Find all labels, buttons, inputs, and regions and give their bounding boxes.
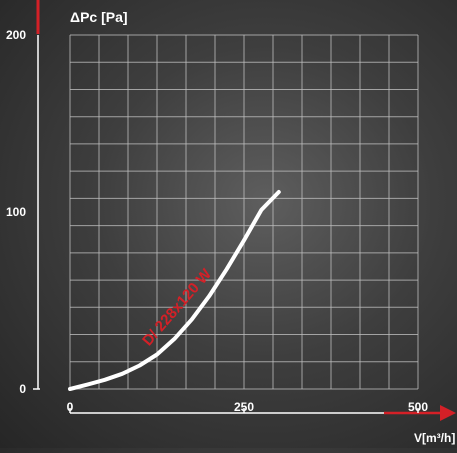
y-tick-label: 200 bbox=[6, 28, 26, 42]
x-tick-label: 250 bbox=[234, 400, 254, 414]
y-axis-title: ΔPc [Pa] bbox=[70, 9, 128, 25]
series-line bbox=[70, 192, 279, 389]
y-tick-label: 0 bbox=[19, 382, 26, 396]
x-axis-title: V[m³/h] bbox=[414, 431, 455, 445]
y-tick-label: 100 bbox=[6, 205, 26, 219]
x-tick-label: 500 bbox=[408, 400, 428, 414]
x-axis-arrow-head bbox=[440, 405, 456, 421]
x-tick-label: 0 bbox=[67, 400, 74, 414]
